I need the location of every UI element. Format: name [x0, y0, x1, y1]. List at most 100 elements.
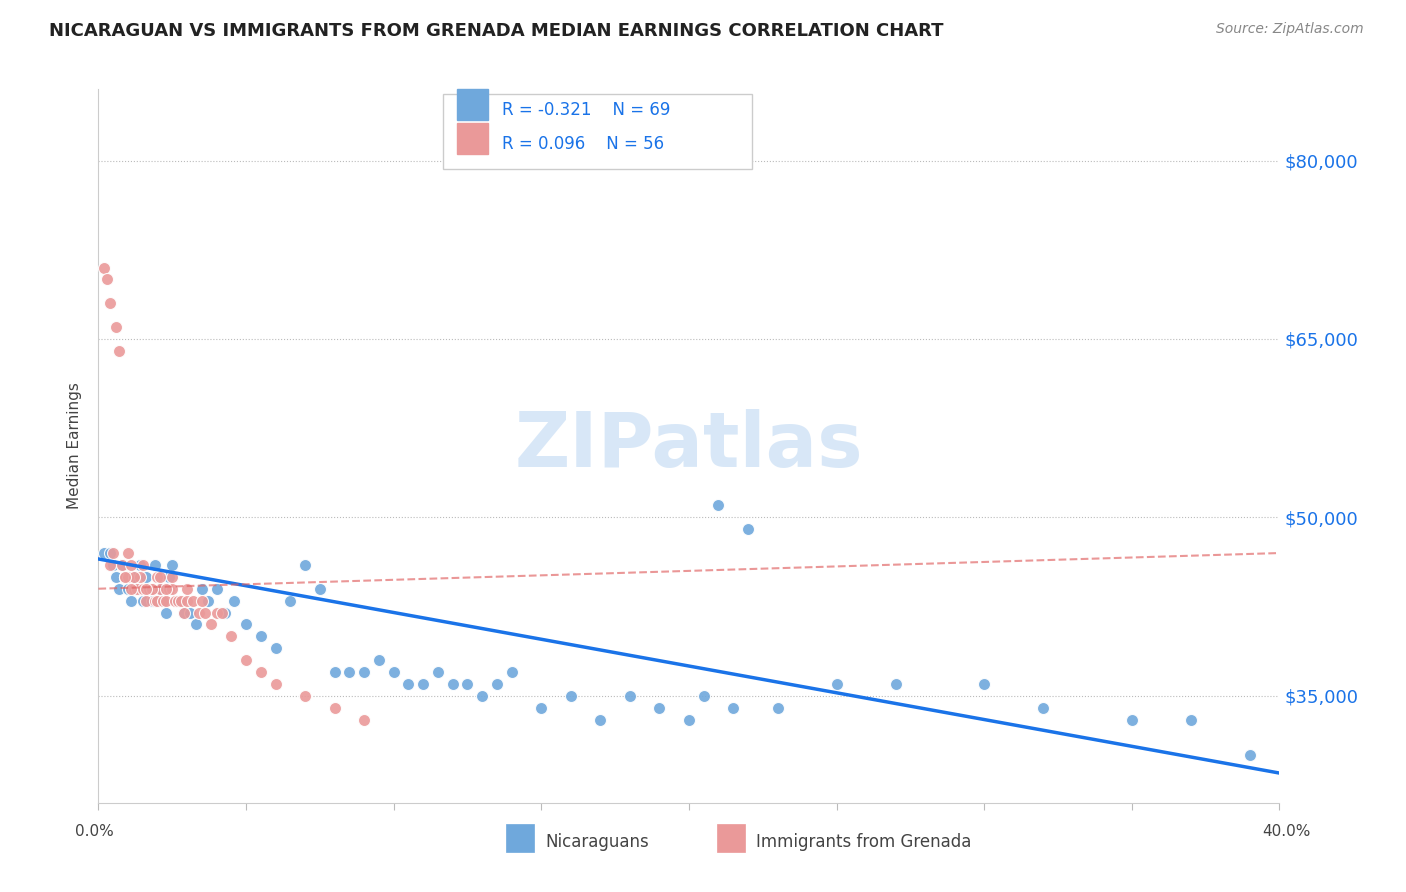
Point: [108, 582, 131, 596]
Point: [120, 593, 142, 607]
Point: [98, 558, 121, 572]
Point: [884, 677, 907, 691]
Point: [105, 320, 128, 334]
Point: [103, 546, 125, 560]
Point: [398, 677, 420, 691]
Point: [176, 593, 198, 607]
Point: [173, 606, 195, 620]
Point: [205, 606, 228, 620]
Point: [105, 570, 128, 584]
Point: [149, 582, 172, 596]
Point: [103, 558, 125, 572]
Point: [187, 606, 209, 620]
Point: [120, 582, 142, 596]
Point: [176, 582, 198, 596]
Point: [146, 593, 169, 607]
Text: NICARAGUAN VS IMMIGRANTS FROM GRENADA MEDIAN EARNINGS CORRELATION CHART: NICARAGUAN VS IMMIGRANTS FROM GRENADA ME…: [49, 22, 943, 40]
Point: [162, 570, 183, 584]
Point: [135, 593, 157, 607]
Text: Nicaraguans: Nicaraguans: [546, 833, 650, 851]
Point: [723, 700, 745, 714]
Point: [707, 499, 730, 513]
Point: [619, 689, 641, 703]
Point: [382, 665, 405, 679]
Point: [368, 653, 391, 667]
Point: [339, 665, 361, 679]
Point: [157, 570, 180, 584]
Point: [560, 689, 582, 703]
Point: [146, 570, 169, 584]
Point: [678, 713, 700, 727]
Point: [486, 677, 509, 691]
Point: [191, 593, 214, 607]
Point: [138, 582, 160, 596]
Point: [93, 260, 115, 275]
Point: [825, 677, 848, 691]
Point: [141, 582, 163, 596]
Point: [235, 653, 257, 667]
Point: [1180, 713, 1202, 727]
Point: [648, 700, 671, 714]
Point: [114, 570, 136, 584]
Point: [155, 582, 177, 596]
Point: [143, 593, 166, 607]
Point: [125, 582, 148, 596]
Point: [264, 641, 287, 656]
Point: [294, 689, 316, 703]
Point: [211, 606, 233, 620]
Point: [184, 617, 207, 632]
Point: [235, 617, 257, 632]
Point: [181, 593, 204, 607]
Point: [191, 582, 214, 596]
Point: [155, 593, 177, 607]
Point: [122, 570, 145, 584]
Point: [114, 570, 136, 584]
Point: [353, 713, 375, 727]
Text: R = -0.321    N = 69: R = -0.321 N = 69: [502, 101, 671, 119]
Point: [589, 713, 612, 727]
Point: [155, 606, 177, 620]
Point: [214, 606, 236, 620]
Point: [323, 700, 346, 714]
Point: [200, 617, 222, 632]
Point: [973, 677, 995, 691]
Point: [152, 593, 174, 607]
Text: 40.0%: 40.0%: [1263, 824, 1310, 838]
Point: [149, 570, 172, 584]
Point: [98, 546, 121, 560]
Point: [132, 582, 155, 596]
Point: [167, 593, 190, 607]
Point: [122, 582, 145, 596]
Point: [197, 593, 219, 607]
Point: [111, 558, 134, 572]
Point: [108, 343, 131, 358]
Y-axis label: Median Earnings: Median Earnings: [67, 383, 83, 509]
Text: R = 0.096    N = 56: R = 0.096 N = 56: [502, 135, 664, 153]
Point: [157, 582, 180, 596]
Point: [294, 558, 316, 572]
Point: [117, 570, 139, 584]
Point: [766, 700, 789, 714]
Point: [501, 665, 523, 679]
Point: [530, 700, 553, 714]
Point: [737, 522, 759, 536]
Point: [141, 582, 163, 596]
Point: [114, 570, 136, 584]
Point: [96, 272, 118, 286]
Point: [194, 606, 217, 620]
Point: [125, 582, 148, 596]
Point: [280, 593, 302, 607]
Point: [135, 582, 157, 596]
Text: ZIPatlas: ZIPatlas: [515, 409, 863, 483]
Point: [162, 558, 183, 572]
Point: [250, 665, 273, 679]
Point: [146, 593, 169, 607]
Point: [179, 606, 201, 620]
Point: [117, 582, 139, 596]
Point: [135, 570, 157, 584]
Point: [122, 570, 145, 584]
Point: [152, 593, 174, 607]
Point: [128, 570, 150, 584]
Point: [693, 689, 716, 703]
Point: [1239, 748, 1261, 763]
